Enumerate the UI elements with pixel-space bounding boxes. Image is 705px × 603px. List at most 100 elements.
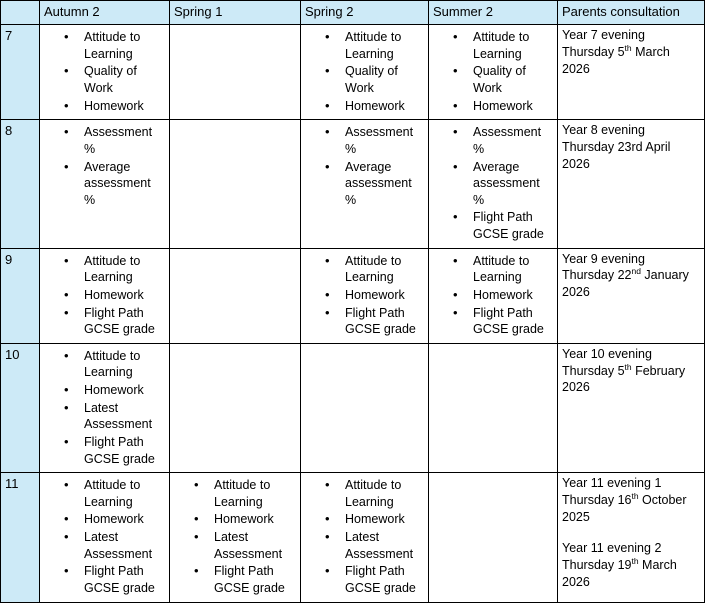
consultation-line: Thursday 5th March	[562, 42, 670, 59]
column-header-label: Summer 2	[433, 4, 493, 19]
report-items-cell-autumn2: Attitude to LearningHomeworkLatest Asses…	[39, 472, 170, 603]
report-items-list: Attitude to LearningQuality of WorkHomew…	[305, 28, 424, 115]
year-group-label: 7	[5, 28, 13, 44]
report-items-cell-summer2: Attitude to LearningQuality of WorkHomew…	[428, 24, 558, 121]
report-item: Attitude to Learning	[325, 252, 424, 286]
consultation-line: 2026	[562, 574, 590, 589]
report-items-cell-autumn2: Assessment %Average assessment %	[39, 119, 170, 249]
parents-consultation-block: Year 7 evening Thursday 5th March 2026	[562, 27, 700, 77]
column-header-parents: Parents consultation	[557, 0, 705, 26]
column-header-autumn2: Autumn 2	[39, 0, 170, 26]
parents-consultation-block: Year 9 evening Thursday 22nd January 2026	[562, 251, 700, 301]
report-items-cell-summer2: Assessment %Average assessment %Flight P…	[428, 119, 558, 249]
report-items-list: Attitude to LearningQuality of WorkHomew…	[433, 28, 553, 115]
table-row: 9Attitude to LearningHomeworkFlight Path…	[0, 247, 705, 344]
consultation-line: Year 10 evening	[562, 346, 652, 361]
parents-consultation-block: Year 10 evening Thursday 5th February 2026	[562, 346, 700, 396]
report-items-cell-autumn2: Attitude to LearningHomeworkFlight Path …	[39, 247, 170, 344]
consultation-line: Thursday 5th February	[562, 361, 686, 378]
report-items-list: Attitude to LearningHomeworkLatest Asses…	[44, 476, 165, 596]
paragraph-gap	[562, 525, 700, 540]
header-row: Autumn 2 Spring 1 Spring 2 Summer 2 Parents …	[0, 0, 705, 26]
report-items-cell-spring2: Attitude to LearningHomeworkLatest Asses…	[300, 472, 429, 603]
year-group-cell: 11	[0, 472, 40, 603]
report-item: Homework	[325, 510, 424, 528]
ordinal-suffix: th	[631, 490, 639, 501]
report-item: Homework	[325, 97, 424, 115]
report-item: Attitude to Learning	[64, 28, 165, 62]
year-group-label: 9	[5, 251, 13, 267]
report-item: Average assessment %	[453, 158, 553, 209]
table-row: 11Attitude to LearningHomeworkLatest Ass…	[0, 472, 705, 603]
report-items-list: Attitude to LearningHomeworkFlight Path …	[44, 252, 165, 338]
consultation-line: 2026	[562, 61, 590, 76]
column-header-label: Autumn 2	[44, 4, 100, 19]
report-item: Flight Path GCSE grade	[64, 304, 165, 338]
report-item: Assessment %	[64, 123, 165, 157]
consultation-line: Year 7 evening	[562, 28, 645, 43]
report-item: Attitude to Learning	[64, 252, 165, 286]
consultation-line: 2026	[562, 156, 590, 171]
column-header-summer2: Summer 2	[428, 0, 558, 26]
column-header-spring2: Spring 2	[300, 0, 429, 26]
table-body: 7Attitude to LearningQuality of WorkHome…	[0, 24, 705, 603]
report-item: Flight Path GCSE grade	[325, 304, 424, 338]
report-item: Assessment %	[325, 123, 424, 157]
consultation-line: Year 8 evening	[562, 123, 645, 138]
table-header: Autumn 2 Spring 1 Spring 2 Summer 2 Parents …	[0, 0, 705, 26]
parents-consultation-block: Year 8 evening Thursday 23rd April 2026	[562, 122, 700, 172]
report-items-cell-summer2: Attitude to LearningHomeworkFlight Path …	[428, 247, 558, 344]
report-items-cell-spring2: Attitude to LearningQuality of WorkHomew…	[300, 24, 429, 121]
report-item: Quality of Work	[64, 62, 165, 96]
report-item: Attitude to Learning	[453, 28, 553, 62]
report-items-list: Attitude to LearningHomeworkFlight Path …	[433, 252, 553, 338]
parents-consultation-block: Year 11 evening 1 Thursday 16th October 20…	[562, 475, 700, 591]
report-items-cell-spring2: Attitude to LearningHomeworkFlight Path …	[300, 247, 429, 344]
report-item: Homework	[64, 97, 165, 115]
table-row: 10 Attitude to LearningHomeworkLatest Ass…	[0, 342, 705, 474]
report-item: Quality of Work	[453, 62, 553, 96]
consultation-line: Thursday 16th October	[562, 490, 687, 507]
consultation-line: Year 11 evening 2	[562, 541, 662, 556]
parents-consultation-cell: Year 11 evening 1 Thursday 16th October 20…	[557, 472, 705, 603]
report-item: Homework	[453, 97, 553, 115]
report-items-list: Attitude to LearningQuality of WorkHomew…	[44, 28, 165, 115]
consultation-line: Year 9 evening	[562, 251, 645, 266]
report-items-cell-spring1	[169, 24, 301, 121]
parents-consultation-cell: Year 8 evening Thursday 23rd April 2026	[557, 119, 705, 249]
report-item: Flight Path GCSE grade	[64, 433, 165, 467]
parents-consultation-cell: Year 9 evening Thursday 22nd January 2026	[557, 247, 705, 344]
report-item: Latest Assessment	[194, 528, 296, 562]
report-item: Homework	[453, 286, 553, 304]
report-item: Flight Path GCSE grade	[453, 304, 553, 338]
table-row: 8Assessment %Average assessment %Assessm…	[0, 119, 705, 249]
report-item: Homework	[64, 381, 165, 399]
consultation-line: Year 11 evening 1	[562, 476, 662, 491]
report-items-cell-summer2	[428, 342, 558, 474]
report-items-list: Attitude to LearningHomeworkLatest Asses…	[305, 476, 424, 596]
report-items-list: Attitude to LearningHomeworkLatest Asses…	[44, 347, 165, 467]
parents-consultation-cell: Year 10 evening Thursday 5th February 2026	[557, 342, 705, 474]
ordinal-suffix: th	[624, 361, 632, 372]
report-items-cell-summer2	[428, 472, 558, 603]
year-group-cell: 8	[0, 119, 40, 249]
report-items-cell-spring1	[169, 342, 301, 474]
report-item: Homework	[64, 510, 165, 528]
consultation-line: 2026	[562, 285, 590, 300]
report-item: Attitude to Learning	[64, 347, 165, 381]
report-item: Quality of Work	[325, 62, 424, 96]
consultation-line: 2026	[562, 380, 590, 395]
report-items-cell-spring1	[169, 247, 301, 344]
report-items-cell-spring2: Assessment %Average assessment %	[300, 119, 429, 249]
report-item: Latest Assessment	[325, 528, 424, 562]
year-group-cell: 9	[0, 247, 40, 344]
column-header-label: Spring 1	[174, 4, 223, 19]
report-schedule-sheet: Autumn 2 Spring 1 Spring 2 Summer 2 Parents …	[0, 0, 705, 501]
year-group-cell: 7	[0, 24, 40, 121]
column-header-spring1: Spring 1	[169, 0, 301, 26]
report-item: Flight Path GCSE grade	[64, 562, 165, 596]
report-item: Average assessment %	[64, 158, 165, 209]
report-items-list: Assessment %Average assessment %	[44, 123, 165, 209]
report-items-list: Attitude to LearningHomeworkFlight Path …	[305, 252, 424, 338]
